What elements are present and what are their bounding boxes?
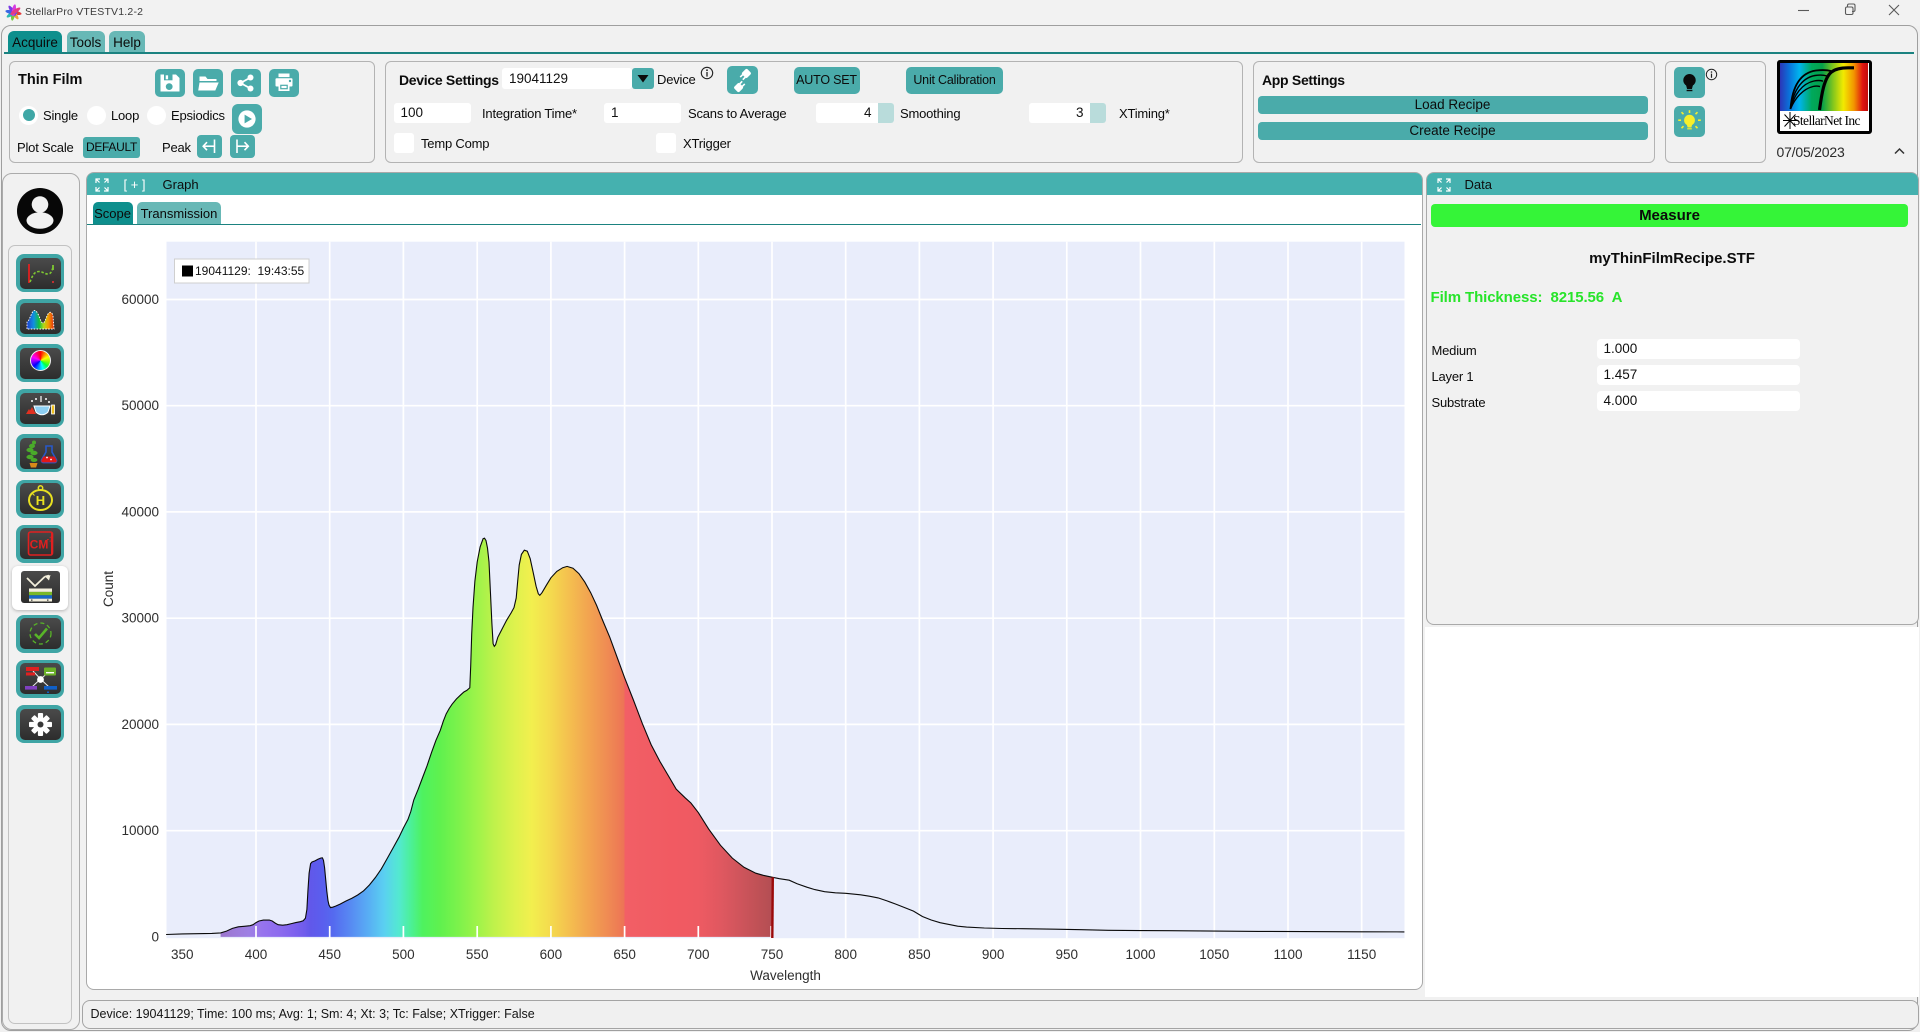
- svg-text:500: 500: [392, 947, 415, 962]
- svg-text:450: 450: [318, 947, 341, 962]
- svg-text:550: 550: [465, 947, 488, 962]
- svg-text:750: 750: [760, 947, 783, 962]
- svg-text:Count: Count: [101, 571, 116, 607]
- svg-text:-1: -1: [46, 535, 53, 544]
- svg-text:800: 800: [834, 947, 857, 962]
- svg-text:1000: 1000: [1125, 947, 1155, 962]
- svg-text:1100: 1100: [1273, 947, 1302, 962]
- svg-text:20000: 20000: [121, 717, 159, 732]
- svg-text:60000: 60000: [121, 292, 159, 307]
- svg-text:1150: 1150: [1347, 947, 1376, 962]
- svg-text:650: 650: [613, 947, 636, 962]
- svg-text:600: 600: [539, 947, 562, 962]
- svg-text:0: 0: [151, 929, 159, 944]
- svg-text:850: 850: [908, 947, 931, 962]
- svg-text:400: 400: [244, 947, 267, 962]
- svg-text:CM: CM: [29, 538, 48, 552]
- svg-text:1050: 1050: [1199, 947, 1229, 962]
- svg-text:40000: 40000: [121, 504, 159, 519]
- svg-text:30000: 30000: [121, 611, 159, 626]
- svg-text:700: 700: [687, 947, 710, 962]
- svg-text:Wavelength: Wavelength: [750, 968, 821, 983]
- svg-text:350: 350: [171, 947, 194, 962]
- svg-text:10000: 10000: [121, 823, 159, 838]
- svg-text:50000: 50000: [121, 398, 159, 413]
- svg-text:900: 900: [981, 947, 1004, 962]
- svg-text:H: H: [35, 493, 44, 508]
- svg-text:950: 950: [1055, 947, 1078, 962]
- svg-text:19041129: 19:43:55: 19041129: 19:43:55: [195, 264, 305, 278]
